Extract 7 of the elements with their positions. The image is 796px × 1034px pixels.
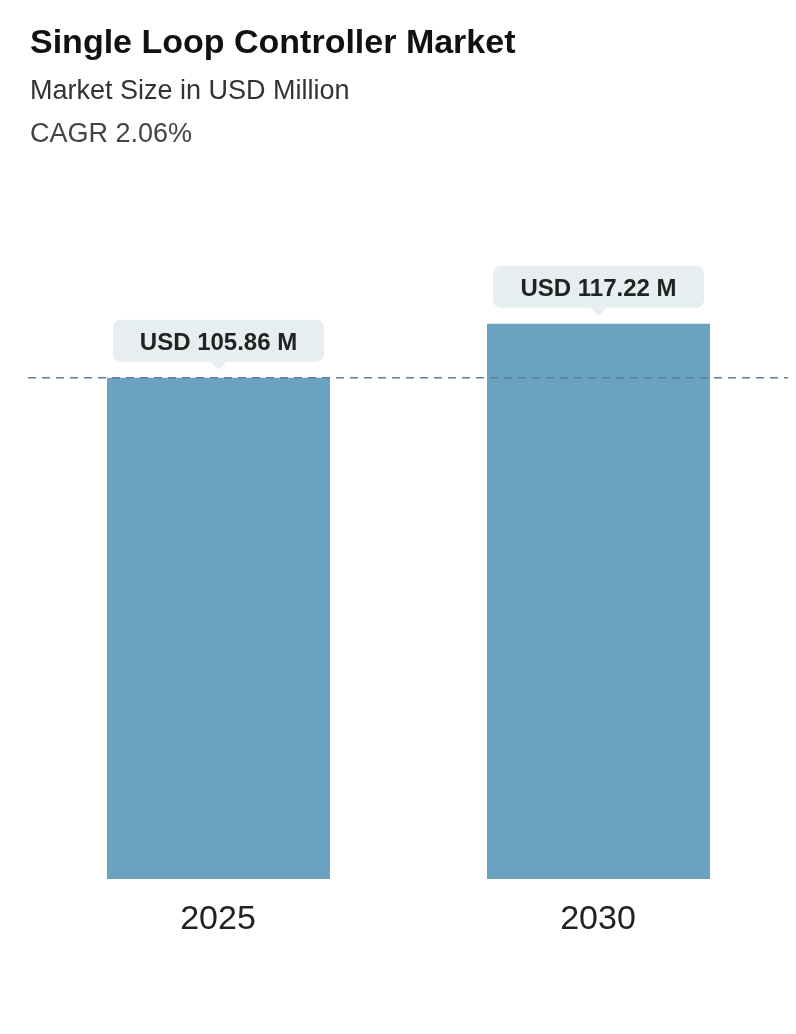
x-tick-label: 2030 — [560, 898, 636, 937]
data-label: USD 105.86 M — [139, 327, 298, 355]
chart-subtitle: Market Size in USD Million — [30, 75, 351, 106]
x-tick-label: 2025 — [180, 898, 256, 937]
text: CAGR 2.06% — [30, 118, 194, 149]
chart-title: Single Loop Controller Market — [30, 22, 517, 61]
data-label: USD 117.22 M — [520, 273, 677, 301]
